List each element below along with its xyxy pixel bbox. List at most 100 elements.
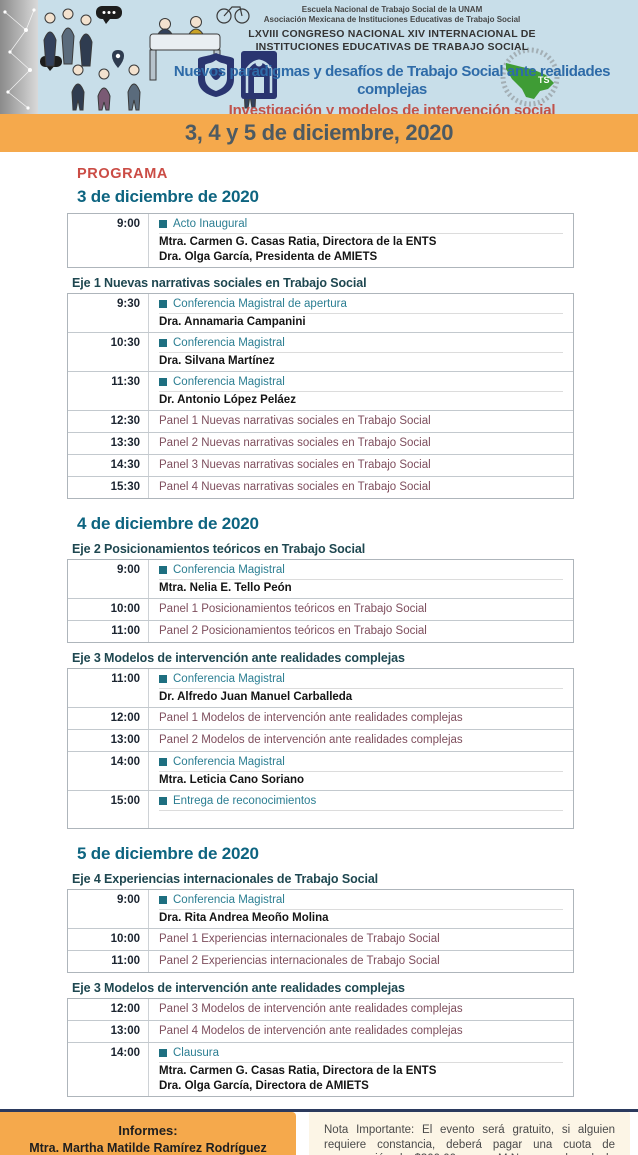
event-cell: Conferencia Magistral de apertura Dra. An… xyxy=(149,294,573,332)
session-title-text: Conferencia Magistral xyxy=(173,756,285,768)
congress-title: Nuevos paradigmas y desafíos de Trabajo … xyxy=(173,63,611,98)
event-cell: Panel 2 Experiencias internacionales de … xyxy=(149,951,573,972)
session-bullet-icon xyxy=(159,797,167,805)
schedule-row: 10:00 Panel 1 Experiencias internacionale… xyxy=(68,928,573,950)
ents-logo xyxy=(241,51,277,99)
speaker-name: Mtra. Carmen G. Casas Ratia, Directora d… xyxy=(159,236,437,248)
time-cell: 11:00 xyxy=(68,621,149,642)
time-cell: 12:30 xyxy=(68,411,149,432)
event-cell: Panel 1 Nuevas narrativas sociales en Tr… xyxy=(149,411,573,432)
schedule-table: 11:00 Conferencia Magistral Dr. Alfredo Ju… xyxy=(67,668,574,829)
schedule-row: 12:00 Panel 1 Modelos de intervención ant… xyxy=(68,707,573,729)
schedule-row: 11:00 Conferencia Magistral Dr. Alfredo Ju… xyxy=(68,669,573,707)
speaker-name: Dr. Antonio López Peláez xyxy=(159,394,296,406)
schedule-row: 11:00 Panel 2 Experiencias internacionale… xyxy=(68,950,573,972)
time-cell: 12:00 xyxy=(68,708,149,729)
panel-title: Panel 4 Modelos de intervención ante rea… xyxy=(159,1025,463,1037)
org-line-2: Asociación Mexicana de Instituciones Edu… xyxy=(263,15,521,24)
panel-title: Panel 1 Nuevas narrativas sociales en Tr… xyxy=(159,415,431,427)
session-title: Conferencia Magistral xyxy=(159,562,563,580)
time-cell: 11:00 xyxy=(68,951,149,972)
program-day: 4 de diciembre de 2020 Eje 2 Posicionamie… xyxy=(67,514,574,829)
day-title: 5 de diciembre de 2020 xyxy=(77,844,259,863)
unam-logo xyxy=(198,53,234,97)
people-illustration xyxy=(0,0,267,114)
session-bullet-icon xyxy=(159,220,167,228)
footer-divider xyxy=(0,1109,638,1112)
informes-contact-1: Mtra. Martha Matilde Ramírez Rodríguez xyxy=(29,1141,267,1155)
time-cell: 15:00 xyxy=(68,791,149,828)
session-title: Conferencia Magistral xyxy=(159,892,563,910)
schedule-row: 14:00 Clausura Mtra. Carmen G. Casas Ratia… xyxy=(68,1042,573,1096)
schedule-row: 15:30 Panel 4 Nuevas narrativas sociales … xyxy=(68,476,573,498)
speaker-name: Mtra. Leticia Cano Soriano xyxy=(159,774,305,786)
nota-box: Nota Importante: El evento será gratuito… xyxy=(309,1112,630,1155)
time-cell: 10:30 xyxy=(68,333,149,371)
schedule-row: 14:00 Conferencia Magistral Mtra. Leticia … xyxy=(68,751,573,790)
time-cell: 9:30 xyxy=(68,294,149,332)
session-title-text: Conferencia Magistral xyxy=(173,376,285,388)
panel-title: Panel 1 Posicionamientos teóricos en Tra… xyxy=(159,603,427,615)
session-title-text: Conferencia Magistral de apertura xyxy=(173,298,347,310)
nota-importante-text: Nota Importante: El evento será gratuito… xyxy=(324,1124,615,1155)
session-bullet-icon xyxy=(159,566,167,574)
panel-title: Panel 1 Modelos de intervención ante rea… xyxy=(159,712,463,724)
schedule-table: 9:00 Conferencia Magistral Mtra. Nelia E. … xyxy=(67,559,574,643)
speaker-name: Mtra. Nelia E. Tello Peón xyxy=(159,582,292,594)
session-bullet-icon xyxy=(159,675,167,683)
amiets-map-label: TS xyxy=(538,75,550,85)
informes-box: Informes: Mtra. Martha Matilde Ramírez R… xyxy=(0,1112,296,1155)
location-pin-icon xyxy=(112,50,124,68)
event-cell: Clausura Mtra. Carmen G. Casas Ratia, Dir… xyxy=(149,1043,573,1096)
event-cell: Panel 3 Modelos de intervención ante rea… xyxy=(149,999,573,1020)
amiets-logo: TS xyxy=(500,47,560,107)
panel-title: Panel 4 Nuevas narrativas sociales en Tr… xyxy=(159,481,431,493)
schedule-row: 9:00 Acto Inaugural Mtra. Carmen G. Casas … xyxy=(68,214,573,267)
session-title-text: Conferencia Magistral xyxy=(173,894,285,906)
speaker-name: Dra. Rita Andrea Meoño Molina xyxy=(159,912,329,924)
event-cell: Panel 1 Experiencias internacionales de … xyxy=(149,929,573,950)
schedule-row: 11:00 Panel 2 Posicionamientos teóricos e… xyxy=(68,620,573,642)
session-bullet-icon xyxy=(159,300,167,308)
speaker-name: Dr. Alfredo Juan Manuel Carballeda xyxy=(159,691,353,703)
congress-line-1: LXVIII CONGRESO NACIONAL XIV INTERNACION… xyxy=(248,28,536,40)
date-band: 3, 4 y 5 de diciembre, 2020 xyxy=(0,114,638,152)
event-cell: Panel 4 Nuevas narrativas sociales en Tr… xyxy=(149,477,573,498)
congress-line-2: INSTITUCIONES EDUCATIVAS DE TRABAJO SOCI… xyxy=(255,41,529,53)
session-title-text: Conferencia Magistral xyxy=(173,564,285,576)
schedule-row: 13:00 Panel 2 Modelos de intervención ant… xyxy=(68,729,573,751)
panel-title: Panel 1 Experiencias internacionales de … xyxy=(159,933,440,945)
event-dates: 3, 4 y 5 de diciembre, 2020 xyxy=(184,120,454,145)
eje-heading: Eje 1 Nuevas narrativas sociales en Trab… xyxy=(72,276,367,290)
session-bullet-icon xyxy=(159,1049,167,1057)
informes-heading: Informes: xyxy=(118,1123,178,1138)
program-heading: PROGRAMA xyxy=(77,166,168,182)
session-title: Conferencia Magistral xyxy=(159,374,563,392)
session-bullet-icon xyxy=(159,758,167,766)
footer: Informes: Mtra. Martha Matilde Ramírez R… xyxy=(0,1112,638,1155)
event-cell: Acto Inaugural Mtra. Carmen G. Casas Rati… xyxy=(149,214,573,267)
eje-heading: Eje 2 Posicionamientos teóricos en Traba… xyxy=(72,542,366,556)
event-cell: Panel 1 Modelos de intervención ante rea… xyxy=(149,708,573,729)
schedule-row: 10:00 Panel 1 Posicionamientos teóricos e… xyxy=(68,598,573,620)
session-title-text: Clausura xyxy=(173,1047,220,1059)
session-title: Conferencia Magistral xyxy=(159,754,563,772)
schedule-table: 9:00 Conferencia Magistral Dra. Rita Andre… xyxy=(67,889,574,973)
speaker-name: Dra. Annamaria Campanini xyxy=(159,316,306,328)
day-title: 3 de diciembre de 2020 xyxy=(77,187,259,206)
schedule-row: 9:00 Conferencia Magistral Mtra. Nelia E. … xyxy=(68,560,573,598)
session-title: Entrega de reconocimientos xyxy=(159,793,563,811)
schedule-row: 14:30 Panel 3 Nuevas narrativas sociales … xyxy=(68,454,573,476)
time-cell: 13:30 xyxy=(68,433,149,454)
session-title-text: Conferencia Magistral xyxy=(173,337,285,349)
program-section: PROGRAMA 3 de diciembre de 2020 9:00 Acto … xyxy=(0,152,638,1097)
time-cell: 10:00 xyxy=(68,599,149,620)
speaker-name: Dra. Olga García, Directora de AMIETS xyxy=(159,1080,369,1092)
schedule-table: 9:30 Conferencia Magistral de apertura Dra… xyxy=(67,293,574,499)
event-cell: Conferencia Magistral Dr. Antonio López P… xyxy=(149,372,573,410)
event-cell: Panel 2 Nuevas narrativas sociales en Tr… xyxy=(149,433,573,454)
speaker-name: Dra. Silvana Martínez xyxy=(159,355,275,367)
event-cell: Conferencia Magistral Dra. Rita Andrea Me… xyxy=(149,890,573,928)
schedule-row: 13:00 Panel 4 Modelos de intervención ant… xyxy=(68,1020,573,1042)
